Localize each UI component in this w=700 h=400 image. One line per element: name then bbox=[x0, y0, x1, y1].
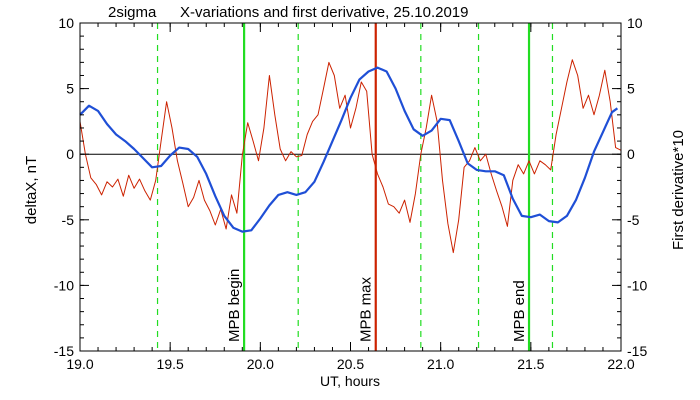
x-tick-label: 22.0 bbox=[607, 356, 634, 372]
y-tick-label-left: -10 bbox=[54, 277, 74, 293]
y-axis-right-label: First derivative*10 bbox=[670, 130, 687, 250]
plot-border bbox=[79, 22, 622, 352]
x-axis-label: UT, hours bbox=[320, 373, 380, 389]
y-tick-label-right: -10 bbox=[627, 277, 647, 293]
y-tick-label-right: 5 bbox=[627, 81, 635, 97]
y-tick-label-right: -5 bbox=[627, 212, 640, 228]
plot-frame bbox=[79, 22, 622, 352]
marker-label-mpb-max: MPB max bbox=[358, 276, 375, 342]
y-tick-label-right: -15 bbox=[627, 343, 647, 359]
x-tick-label: 19.0 bbox=[66, 356, 93, 372]
x-tick-label: 21.5 bbox=[517, 356, 544, 372]
axis-ticks: 19.0 19.5 20.0 20.5 21.0 21.5 22.0-15 -15-10 -10… bbox=[54, 15, 648, 372]
y-tick-label-left: 0 bbox=[66, 146, 74, 162]
marker-label-mpb-begin: MPB begin bbox=[226, 269, 243, 342]
deltax-line bbox=[79, 66, 619, 233]
y-axis-left-label: deltaX, nT bbox=[23, 156, 40, 224]
series-lines bbox=[79, 59, 622, 254]
y-tick-label-left: -5 bbox=[62, 212, 75, 228]
y-tick-label-right: 0 bbox=[627, 146, 635, 162]
y-tick-label-left: 5 bbox=[66, 81, 74, 97]
x-tick-label: 19.5 bbox=[157, 356, 184, 372]
marker-label-mpb-end: MPB end bbox=[511, 280, 528, 342]
x-tick-label: 20.5 bbox=[337, 356, 364, 372]
chart-title: X-variations and first derivative, 25.10… bbox=[180, 4, 469, 21]
x-tick-label: 20.0 bbox=[247, 356, 274, 372]
y-tick-label-right: 10 bbox=[627, 15, 643, 31]
derivative-line bbox=[79, 59, 622, 254]
header-left-label: 2sigma bbox=[108, 4, 157, 21]
vertical-markers: MPB begin MPB max MPB end bbox=[80, 23, 621, 351]
x-tick-label: 21.0 bbox=[427, 356, 454, 372]
y-tick-label-left: 10 bbox=[58, 15, 74, 31]
y-tick-label-left: -15 bbox=[54, 343, 74, 359]
